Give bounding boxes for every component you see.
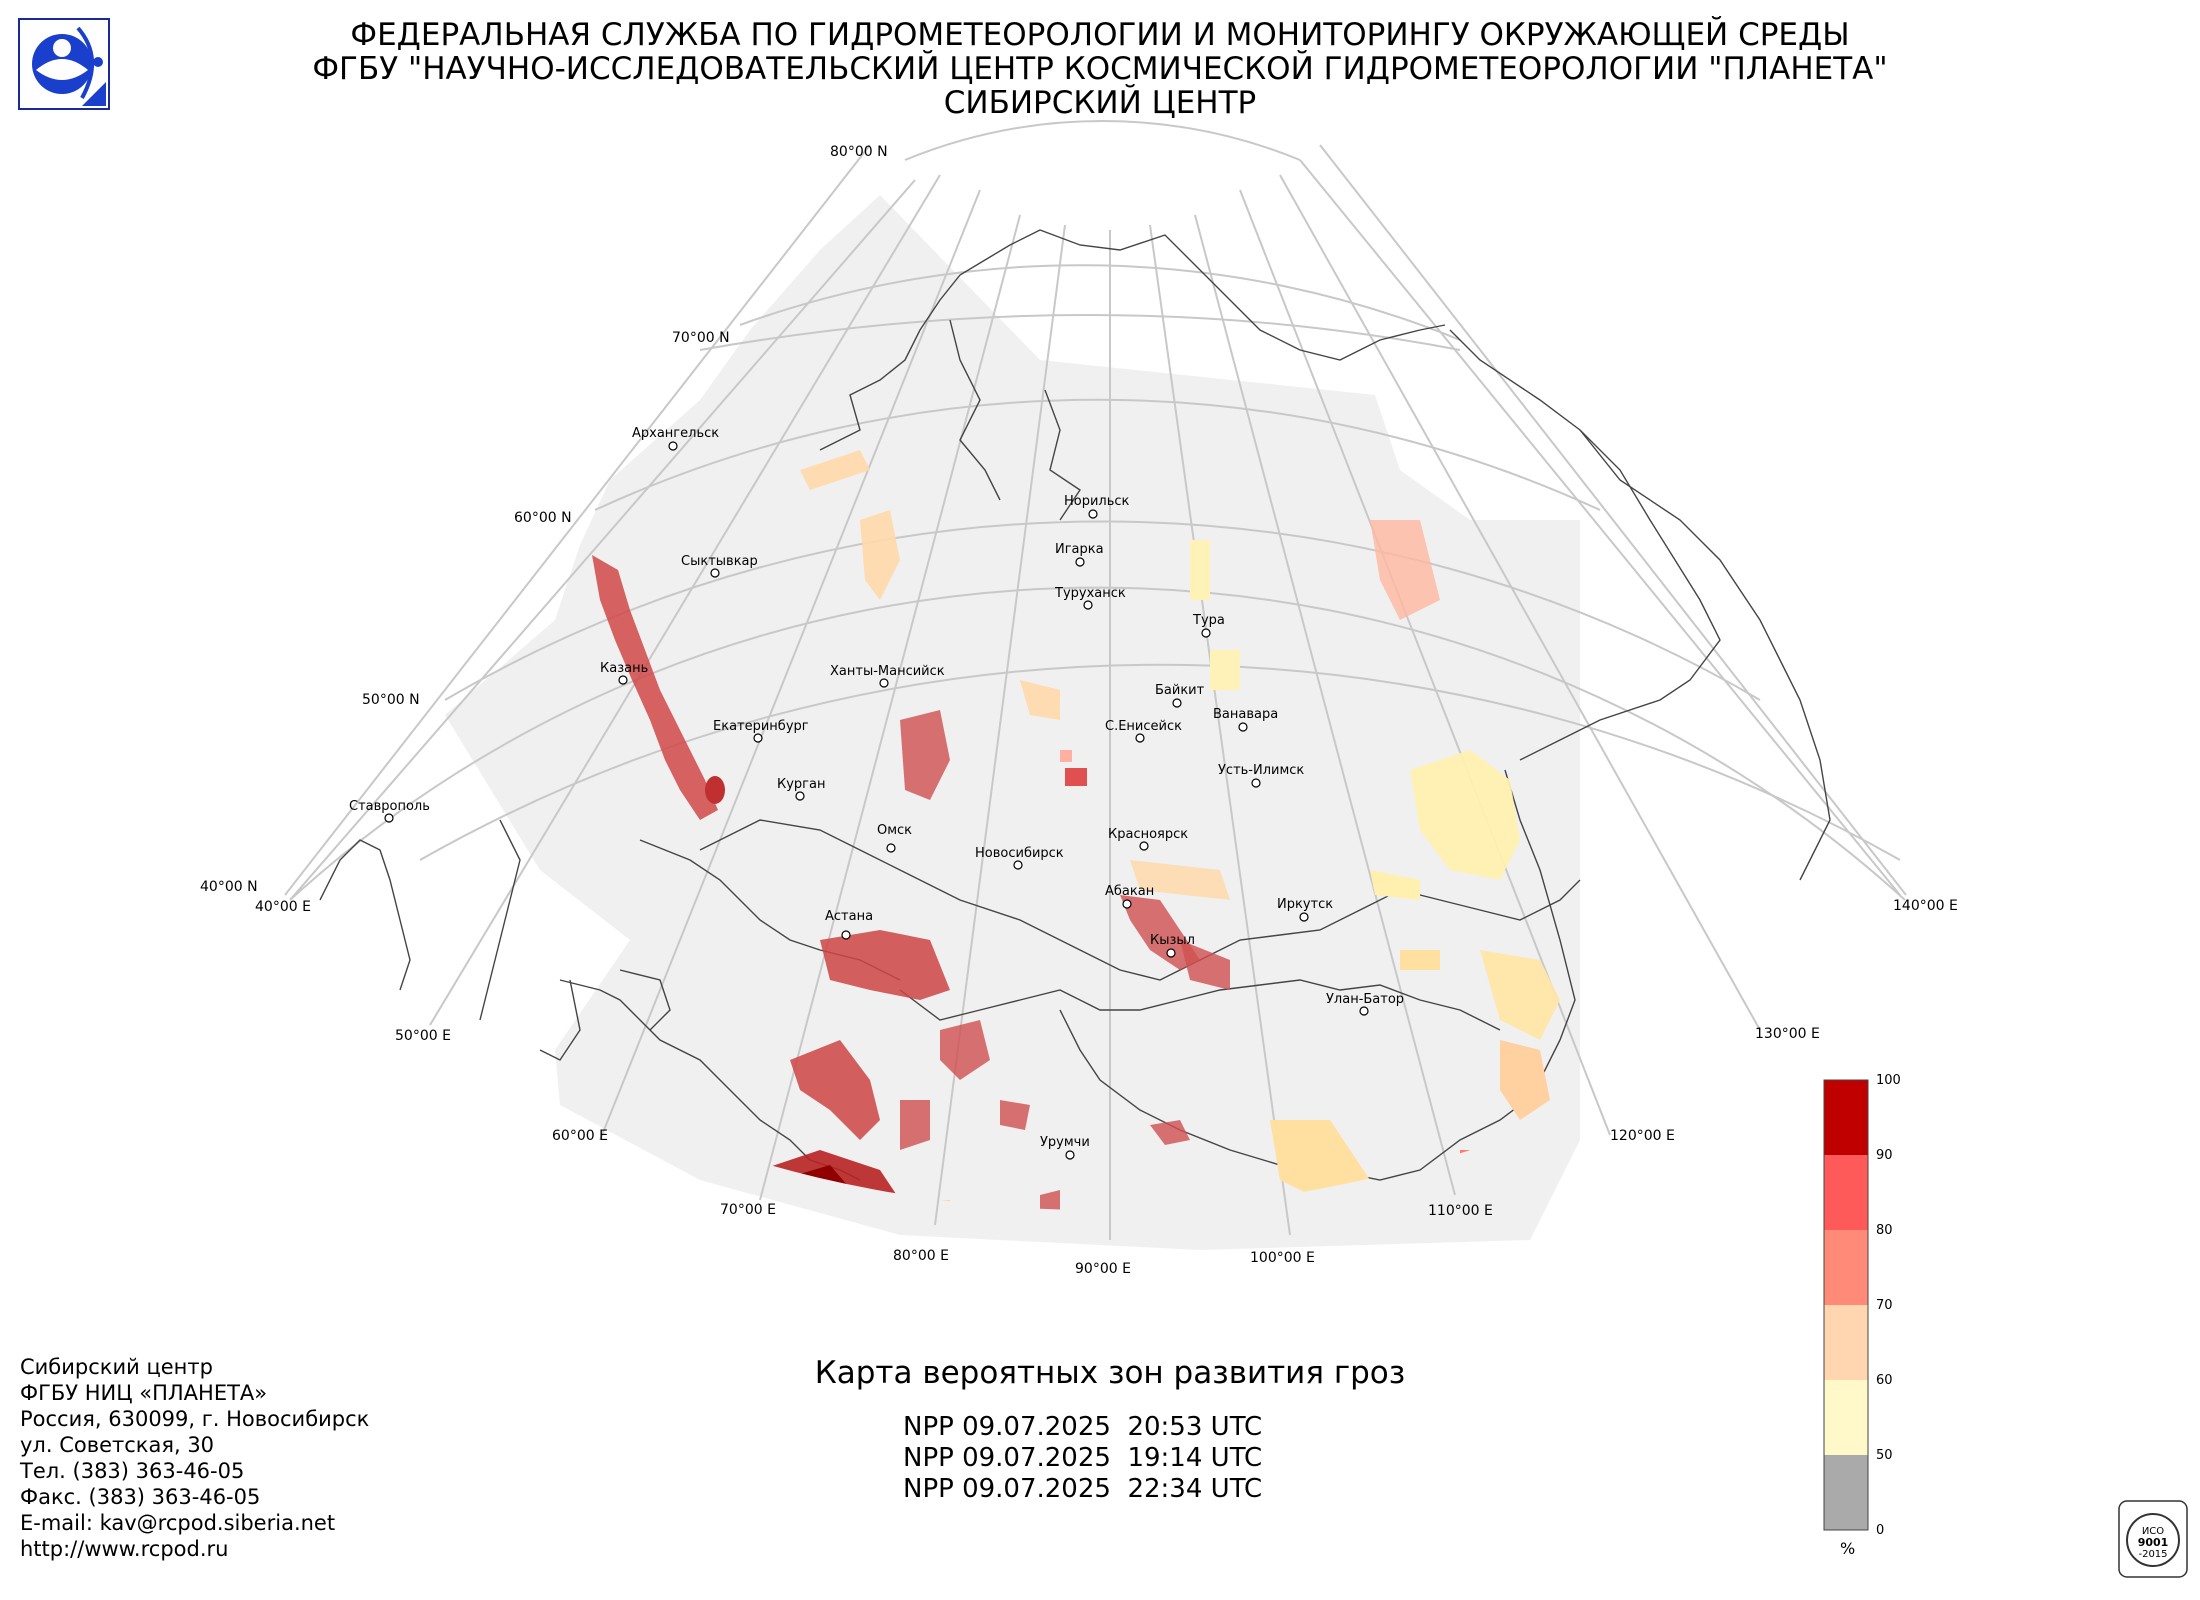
- lat-label-40: 40°00 N: [200, 879, 258, 895]
- email-link[interactable]: E-mail: kav@rcpod.siberia.net: [20, 1511, 336, 1535]
- lon-label-100: 100°00 E: [1250, 1250, 1315, 1266]
- website-link[interactable]: http://www.rcpod.ru: [20, 1537, 229, 1561]
- city-label: Туруханск: [1054, 586, 1126, 601]
- header-line-1: ФЕДЕРАЛЬНАЯ СЛУЖБА ПО ГИДРОМЕТЕОРОЛОГИИ …: [350, 17, 1850, 53]
- lon-label-60: 60°00 E: [552, 1128, 608, 1144]
- svg-text:-2015: -2015: [2138, 1549, 2167, 1560]
- city-label: Омск: [877, 823, 912, 838]
- city-label: Архангельск: [632, 426, 719, 441]
- legend-swatch-50-60: [1824, 1380, 1868, 1455]
- address-line: ул. Советская, 30: [20, 1433, 215, 1457]
- lat-label-50: 50°00 N: [362, 692, 420, 708]
- city-label: Новосибирск: [975, 846, 1064, 861]
- storm-zones: [592, 450, 1560, 1211]
- legend-tick: 100: [1876, 1073, 1901, 1088]
- lon-label-110: 110°00 E: [1428, 1203, 1493, 1219]
- city-label: Кызыл: [1150, 933, 1195, 948]
- lon-label-70: 70°00 E: [720, 1202, 776, 1218]
- svg-text:9001: 9001: [2138, 1536, 2169, 1549]
- planeta-logo: [18, 18, 110, 110]
- legend-tick: 50: [1876, 1448, 1893, 1463]
- lat-label-60: 60°00 N: [514, 510, 572, 526]
- city-label: Сыктывкар: [681, 554, 758, 569]
- legend-swatch-80-90: [1824, 1155, 1868, 1230]
- city-label: Усть-Илимск: [1218, 763, 1304, 778]
- lon-label-140: 140°00 E: [1893, 898, 1958, 914]
- city-label: Норильск: [1064, 494, 1130, 509]
- city-label: Ханты-Мансийск: [830, 664, 945, 679]
- lon-label-80: 80°00 E: [893, 1248, 949, 1264]
- iso-certification-badge: ИСО 9001 -2015: [2118, 1500, 2188, 1578]
- lon-label-130: 130°00 E: [1755, 1026, 1820, 1042]
- city-label: Екатеринбург: [713, 719, 809, 734]
- legend-unit: %: [1840, 1539, 1855, 1558]
- address-line: Факс. (383) 363-46-05: [20, 1485, 261, 1509]
- legend-tick: 60: [1876, 1373, 1893, 1388]
- coverage-area: [445, 195, 1580, 1250]
- legend-swatch-90-100: [1824, 1080, 1868, 1155]
- probability-legend: 100 90 80 70 60 50 0 %: [1823, 1073, 1901, 1558]
- header-line-2: ФГБУ "НАУЧНО-ИССЛЕДОВАТЕЛЬСКИЙ ЦЕНТР КОС…: [312, 51, 1888, 87]
- city-labels: Архангельск Сыктывкар Казань Екатеринбур…: [349, 426, 1404, 1150]
- satellite-passes: NPP 09.07.2025 20:53 UTC NPP 09.07.2025 …: [903, 1412, 1262, 1505]
- address-line: Россия, 630099, г. Новосибирск: [20, 1407, 370, 1431]
- lat-label-80: 80°00 N: [830, 144, 888, 160]
- city-label: Казань: [600, 661, 648, 676]
- address-line: ФГБУ НИЦ «ПЛАНЕТА»: [20, 1381, 268, 1405]
- legend-tick: 90: [1876, 1148, 1893, 1163]
- city-label: Ванавара: [1213, 707, 1278, 722]
- city-label: Байкит: [1155, 683, 1205, 698]
- legend-swatch-70-80: [1824, 1230, 1868, 1305]
- address-line: Сибирский центр: [20, 1355, 213, 1379]
- lon-label-40: 40°00 E: [255, 899, 311, 915]
- header: ФЕДЕРАЛЬНАЯ СЛУЖБА ПО ГИДРОМЕТЕОРОЛОГИИ …: [150, 18, 2050, 120]
- lon-label-50: 50°00 E: [395, 1028, 451, 1044]
- city-label: Курган: [777, 777, 825, 792]
- legend-swatch-60-70: [1824, 1305, 1868, 1380]
- city-label: Улан-Батор: [1326, 992, 1404, 1007]
- latitude-labels: 80°00 N 70°00 N 60°00 N 50°00 N 40°00 N: [200, 144, 888, 895]
- legend-swatch-0-50: [1824, 1455, 1868, 1530]
- pass-line: NPP 09.07.2025 19:14 UTC: [903, 1443, 1263, 1473]
- cities: [384, 441, 1369, 1160]
- city-label: Игарка: [1055, 542, 1104, 557]
- city-label: Иркутск: [1277, 897, 1333, 912]
- address-block: Сибирский центр ФГБУ НИЦ «ПЛАНЕТА» Росси…: [20, 1354, 369, 1562]
- city-label: Ставрополь: [349, 799, 430, 814]
- city-label: С.Енисейск: [1105, 719, 1182, 734]
- city-label: Красноярск: [1108, 827, 1188, 842]
- legend-tick: 0: [1876, 1523, 1884, 1538]
- svg-text:ИСО: ИСО: [2142, 1526, 2164, 1537]
- lat-label-70: 70°00 N: [672, 330, 730, 346]
- legend-tick: 70: [1876, 1298, 1893, 1313]
- city-label: Абакан: [1105, 884, 1154, 899]
- pass-line: NPP 09.07.2025 20:53 UTC: [903, 1412, 1263, 1442]
- pass-line: NPP 09.07.2025 22:34 UTC: [903, 1474, 1263, 1504]
- legend-tick: 80: [1876, 1223, 1893, 1238]
- longitude-labels: 40°00 E 50°00 E 60°00 E 70°00 E 80°00 E …: [255, 898, 1958, 1277]
- city-label: Тура: [1192, 613, 1225, 628]
- map-title: Карта вероятных зон развития гроз: [814, 1355, 1406, 1391]
- header-line-3: СИБИРСКИЙ ЦЕНТР: [943, 85, 1257, 121]
- city-label: Урумчи: [1040, 1135, 1090, 1150]
- address-line: Тел. (383) 363-46-05: [20, 1459, 245, 1483]
- lon-label-120: 120°00 E: [1610, 1128, 1675, 1144]
- lon-label-90: 90°00 E: [1075, 1261, 1131, 1277]
- city-label: Астана: [825, 909, 873, 924]
